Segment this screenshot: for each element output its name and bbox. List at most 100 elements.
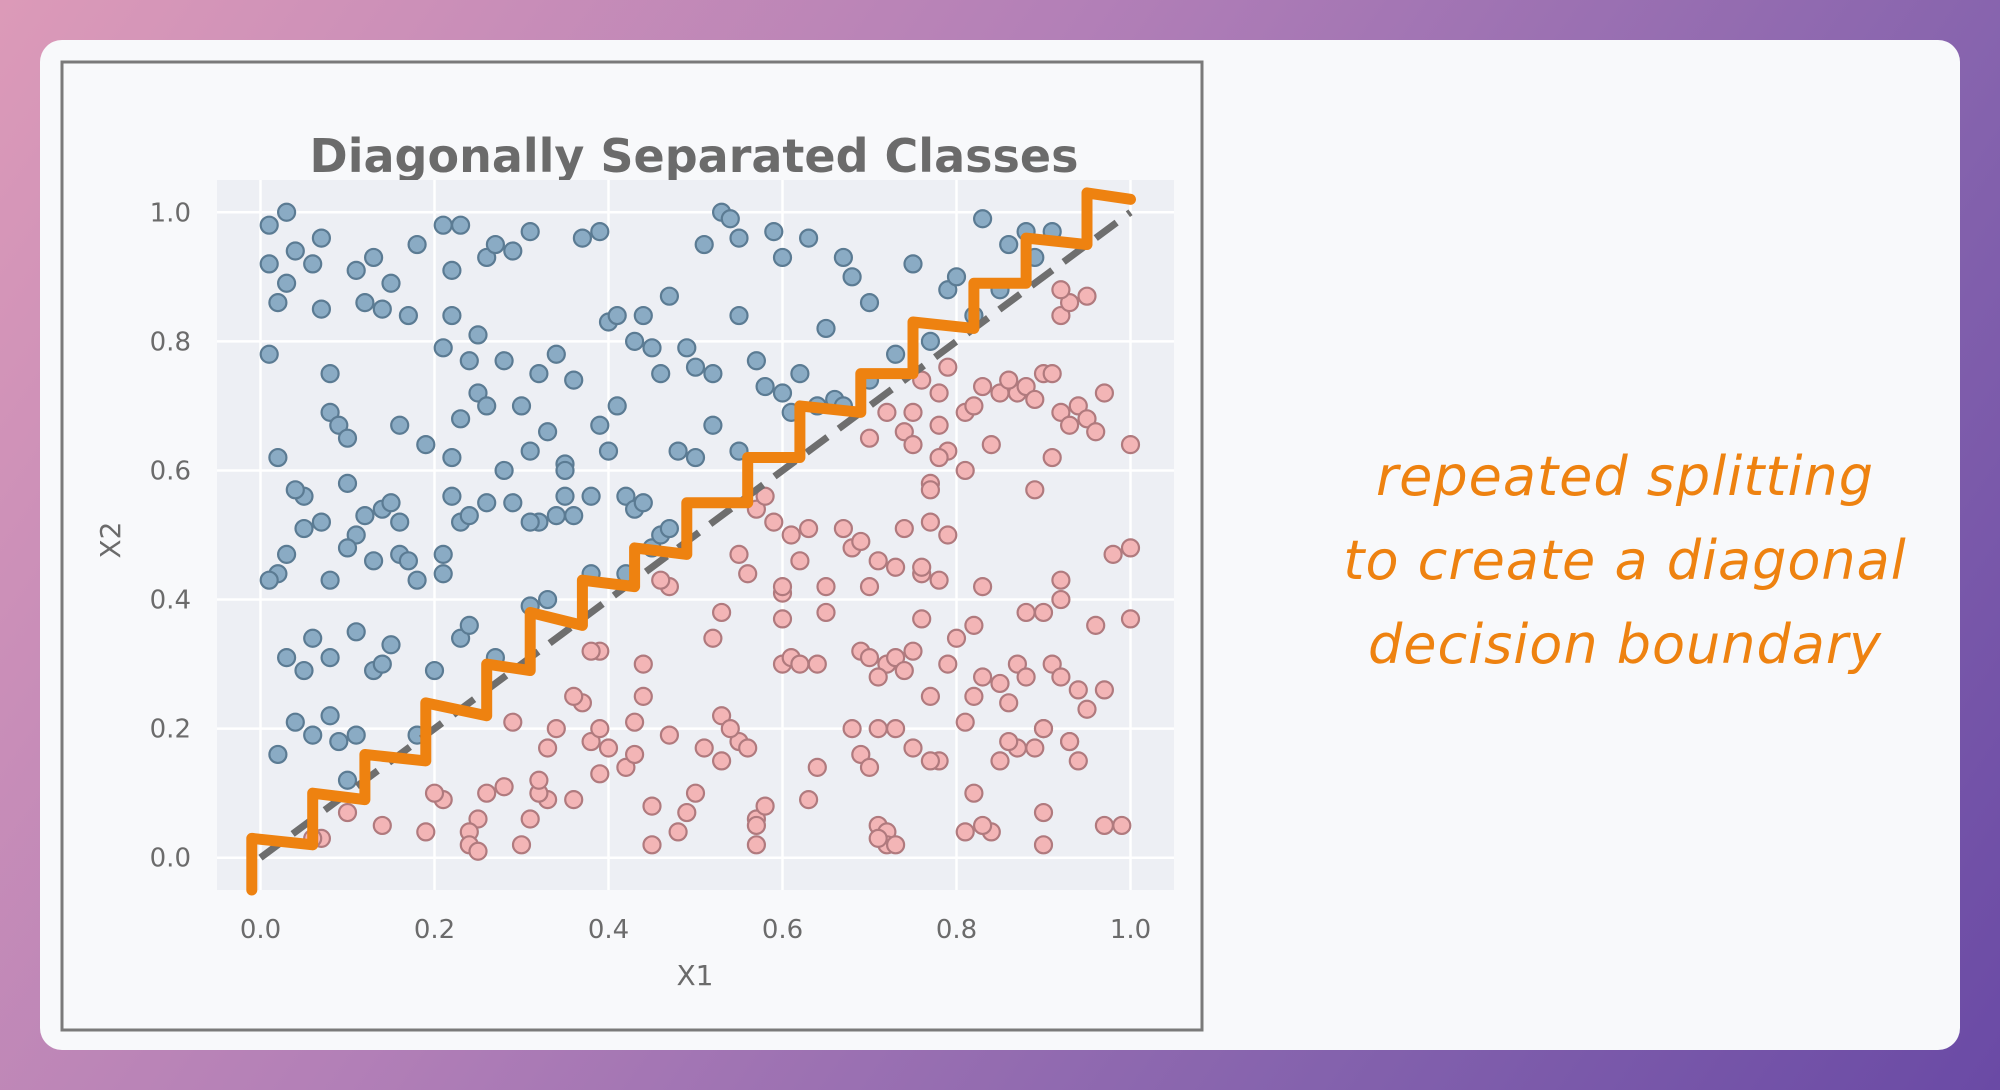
point-class-above [381, 493, 401, 513]
point-class-above [555, 460, 575, 481]
point-class-below [642, 835, 662, 855]
point-class-below [1094, 680, 1115, 700]
point-class-below [729, 544, 749, 564]
point-class-above [790, 364, 810, 384]
point-class-above [451, 215, 471, 235]
point-class-below [929, 570, 949, 590]
point-class-above [485, 234, 505, 255]
point-class-above [538, 589, 558, 610]
point-class-below [1033, 802, 1054, 823]
point-class-below [1077, 699, 1097, 719]
point-class-below [746, 815, 767, 836]
point-class-above [459, 615, 479, 635]
point-class-below [1120, 538, 1141, 558]
point-class-below [912, 557, 932, 577]
point-class-above [598, 441, 619, 461]
point-class-above [529, 364, 549, 384]
point-class-above [364, 551, 384, 571]
point-class-below [903, 435, 923, 455]
point-class-below [1016, 667, 1036, 687]
point-class-below [877, 402, 897, 422]
point-class-above [468, 383, 488, 403]
point-class-above [294, 660, 314, 681]
point-class-above [346, 725, 366, 745]
y-tick-label: 1.0 [150, 198, 191, 228]
point-class-below [1077, 286, 1097, 306]
x-tick-label: 0.0 [240, 915, 281, 945]
point-class-above [303, 725, 323, 745]
point-class-below [1025, 389, 1045, 410]
point-class-above [268, 447, 288, 468]
point-class-above [424, 660, 445, 681]
point-class-below [981, 435, 1001, 455]
point-class-above [633, 305, 653, 326]
point-class-below [903, 738, 923, 758]
point-class-below [703, 628, 723, 648]
y-tick-label: 0.0 [150, 844, 191, 874]
point-class-below [955, 822, 975, 842]
point-class-below [1094, 383, 1115, 403]
point-class-above [433, 338, 453, 358]
point-class-below [659, 725, 680, 745]
point-class-below [807, 654, 827, 674]
point-class-above [346, 622, 366, 642]
point-class-below [868, 719, 888, 739]
point-class-above [259, 570, 279, 590]
x-tick-label: 1.0 [1110, 915, 1151, 945]
point-class-below [468, 841, 488, 861]
point-class-above [451, 409, 471, 429]
point-class-below [755, 796, 775, 816]
point-class-below [651, 570, 671, 590]
point-class-above [720, 209, 740, 229]
point-class-below [1042, 654, 1062, 674]
point-class-above [538, 422, 558, 442]
point-class-above [285, 241, 305, 261]
point-class-above [337, 428, 358, 448]
point-class-above [607, 305, 627, 326]
point-class-below [468, 809, 488, 829]
point-class-above [381, 273, 401, 293]
point-class-below [1033, 835, 1054, 855]
point-class-below [851, 531, 871, 552]
point-class-above [398, 551, 418, 571]
point-class-below [1068, 680, 1088, 700]
point-class-above [311, 512, 331, 532]
point-class-above [337, 538, 358, 558]
point-class-below [1059, 415, 1080, 435]
point-class-above [442, 486, 462, 506]
point-class-below [999, 693, 1019, 713]
point-class-above [346, 525, 366, 545]
point-class-above [303, 628, 323, 648]
x-tick-label: 0.8 [936, 915, 977, 945]
dashed-diagonal-line [258, 209, 1133, 861]
point-class-below [1103, 544, 1123, 564]
point-class-below [964, 615, 984, 635]
y-tick-label: 0.2 [150, 715, 191, 745]
point-class-below [477, 783, 497, 803]
point-class-below [694, 738, 714, 758]
point-class-below [1051, 280, 1071, 300]
point-class-below [903, 402, 923, 422]
point-class-below [972, 815, 993, 836]
point-class-below [1042, 447, 1062, 468]
point-class-below [920, 686, 941, 706]
point-class-below [938, 525, 958, 545]
point-class-above [581, 486, 601, 506]
point-class-below [1051, 667, 1071, 687]
staircase-decision-boundary [246, 187, 1136, 896]
point-class-below [790, 654, 810, 674]
point-class-above [651, 364, 671, 384]
point-class-above [259, 215, 279, 235]
point-class-below [964, 686, 984, 706]
point-class-above [572, 228, 593, 248]
point-class-above [477, 247, 497, 268]
point-class-below [1120, 435, 1141, 455]
point-class-above [520, 222, 540, 242]
point-class-below [711, 602, 732, 623]
point-class-above [398, 305, 418, 326]
point-class-below [1025, 738, 1045, 758]
point-class-above [277, 544, 297, 564]
point-class-below [633, 686, 653, 706]
point-class-above [729, 228, 749, 248]
point-class-below [624, 744, 645, 765]
